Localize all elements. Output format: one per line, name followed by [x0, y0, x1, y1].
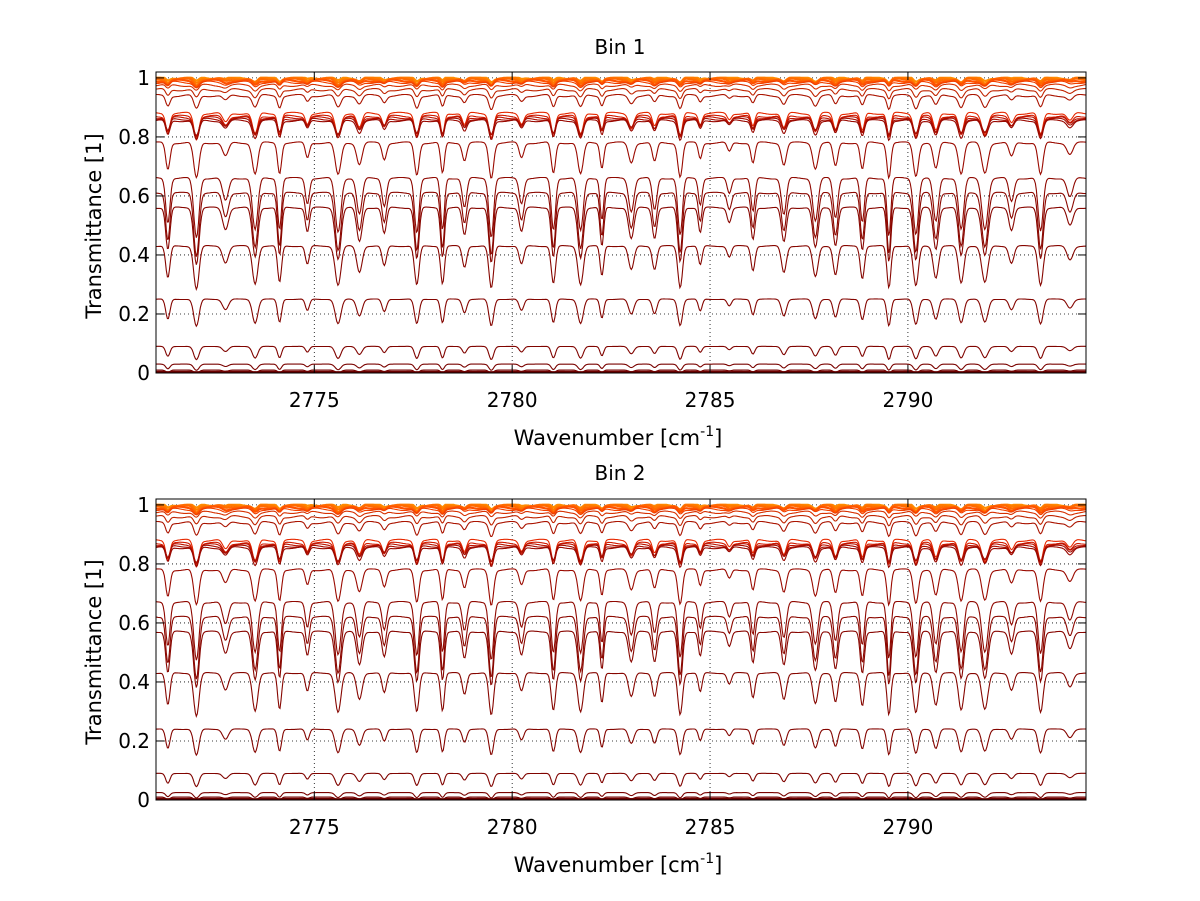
- x-axis-label: Wavenumber [cm-1]: [514, 424, 723, 450]
- series-line: [155, 88, 1086, 100]
- series-line: [155, 141, 1087, 180]
- series-line: [155, 728, 1087, 757]
- y-tick-labels: 0 0.2 0.4 0.6 0.8 1: [118, 66, 150, 385]
- x-tick-label: 2775: [289, 388, 340, 412]
- series-line: [155, 568, 1087, 607]
- series-line: [155, 119, 1087, 142]
- series-line: [155, 191, 1087, 257]
- series-line: [156, 792, 1086, 799]
- series-line: [156, 796, 1086, 800]
- x-tick-label: 2775: [289, 815, 340, 839]
- y-tick-label: 0.4: [118, 243, 150, 267]
- y-tick-label: 1: [137, 66, 150, 90]
- chart-title: Bin 1: [594, 35, 645, 59]
- chart-panel-bin-2: Bin 2 2775 2780 2785 2790 0 0.2 0.4 0.6 0.8 1 Wa…: [82, 461, 1087, 877]
- tick-marks: [156, 72, 1086, 374]
- y-tick-labels: 0 0.2 0.4 0.6 0.8 1: [118, 493, 150, 812]
- y-axis-label: Transmittance [1]: [82, 559, 106, 745]
- x-tick-labels: 2775 2780 2785 2790: [289, 815, 934, 839]
- chart-title: Bin 2: [594, 461, 645, 485]
- y-tick-label: 0.6: [118, 184, 150, 208]
- y-tick-label: 0: [137, 361, 150, 385]
- series-line: [155, 546, 1087, 569]
- series-line: [155, 510, 1087, 519]
- x-axis-label-main: Wavenumber [cm: [514, 426, 700, 450]
- x-tick-label: 2785: [685, 388, 736, 412]
- x-axis-label-end: ]: [714, 426, 722, 450]
- x-axis-label-end: ]: [714, 853, 722, 877]
- series-line: [155, 615, 1086, 680]
- tick-marks: [156, 499, 1086, 801]
- series-line: [155, 538, 1087, 566]
- series-line: [155, 176, 1087, 238]
- series-line: [156, 93, 1087, 111]
- series-line: [156, 363, 1086, 371]
- y-tick-label: 1: [137, 493, 150, 517]
- series-line: [156, 298, 1086, 328]
- series-line: [155, 206, 1086, 265]
- y-tick-label: 0: [137, 788, 150, 812]
- y-tick-label: 0.8: [118, 552, 150, 576]
- series-line: [155, 544, 1087, 564]
- axes-frame: [155, 71, 1087, 374]
- x-axis-label-superscript: -1: [700, 851, 714, 867]
- series-line: [156, 369, 1086, 373]
- series-line: [155, 83, 1087, 92]
- series-line: [155, 772, 1086, 788]
- y-tick-label: 0.2: [118, 302, 150, 326]
- x-tick-label: 2785: [685, 815, 736, 839]
- x-axis-label-superscript: -1: [700, 424, 714, 440]
- series-line: [156, 245, 1087, 292]
- series-line: [155, 117, 1087, 137]
- y-tick-label: 0.2: [118, 729, 150, 753]
- y-tick-label: 0.4: [118, 670, 150, 694]
- x-axis-label-main: Wavenumber [cm: [514, 853, 700, 877]
- y-tick-label: 0.8: [118, 125, 150, 149]
- y-axis-label: Transmittance [1]: [82, 133, 106, 319]
- x-tick-labels: 2775 2780 2785 2790: [289, 388, 934, 412]
- x-axis-label: Wavenumber [cm-1]: [514, 851, 723, 877]
- x-tick-label: 2790: [882, 388, 933, 412]
- series-line: [155, 111, 1087, 139]
- y-tick-label: 0.6: [118, 611, 150, 635]
- series-line: [155, 507, 1087, 516]
- series-line: [156, 630, 1087, 688]
- series-group: [155, 76, 1087, 374]
- series-line: [156, 520, 1087, 538]
- series-line: [155, 80, 1087, 89]
- x-tick-label: 2780: [487, 815, 538, 839]
- series-line: [156, 672, 1087, 719]
- series-line: [155, 345, 1086, 361]
- series-line: [155, 600, 1087, 661]
- series-group: [155, 503, 1087, 801]
- series-line: [155, 515, 1086, 527]
- series-line: [155, 543, 1087, 565]
- axes-frame: [155, 498, 1087, 801]
- x-tick-label: 2780: [487, 388, 538, 412]
- chart-panel-bin-1: Bin 1 2775 2780 2785 2790 0 0.2 0.4 0.6 0.8 1 Wa…: [82, 35, 1087, 450]
- series-line: [155, 116, 1087, 138]
- x-tick-label: 2790: [882, 815, 933, 839]
